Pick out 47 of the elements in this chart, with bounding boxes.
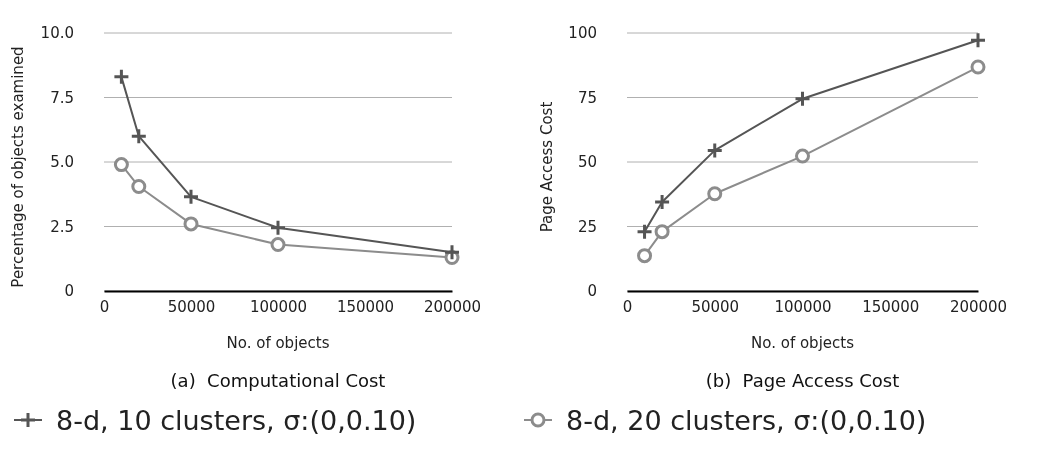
y-tick-label: 100 (568, 24, 597, 43)
point (270, 237, 286, 253)
x-tick-label: 100000 (249, 297, 308, 316)
y-axis-title: Percentage of objects examined (9, 46, 27, 288)
point (182, 188, 200, 206)
x-tick-label: 0 (622, 297, 633, 316)
x-axis-title: No. of objects (751, 334, 855, 352)
y-axis-title: Page Access Cost (538, 101, 556, 233)
point (443, 243, 461, 261)
point (269, 219, 287, 237)
point (183, 216, 199, 232)
point (654, 224, 670, 240)
y-tick-label: 7.5 (50, 88, 74, 107)
y-tick-label: 10.0 (40, 24, 74, 43)
point (113, 157, 129, 173)
point (970, 59, 986, 75)
legend-label: 8-d, 10 clusters, σ:(0,0.10) (56, 405, 417, 436)
point (112, 68, 130, 86)
y-tick-label: 50 (577, 153, 597, 172)
x-tick-label: 150000 (336, 297, 395, 316)
x-tick-label: 200000 (423, 297, 482, 316)
text: (a) Computational Cost (170, 370, 386, 391)
legend-label: 8-d, 20 clusters, σ:(0,0.10) (566, 405, 927, 436)
point (707, 186, 723, 202)
point (636, 223, 654, 241)
x-axis-title: No. of objects (226, 334, 330, 352)
x-tick-label: 0 (99, 297, 110, 316)
text: (b) Page Access Cost (705, 370, 900, 391)
point (969, 31, 987, 49)
point (794, 90, 811, 108)
point (637, 248, 653, 264)
point (795, 148, 810, 164)
y-tick-label: 0 (64, 282, 74, 301)
point (131, 179, 147, 195)
y-tick-label: 0 (587, 282, 597, 301)
y-tick-label: 2.5 (50, 217, 74, 236)
x-tick-label: 50000 (167, 297, 216, 316)
point (706, 141, 724, 159)
y-tick-label: 25 (577, 217, 597, 236)
x-tick-label: 50000 (691, 297, 740, 316)
x-tick-label: 100000 (774, 297, 832, 316)
point (130, 127, 148, 145)
y-tick-label: 75 (577, 88, 597, 107)
x-tick-label: 150000 (862, 297, 920, 316)
x-tick-label: 200000 (949, 297, 1008, 316)
y-tick-label: 5.0 (50, 153, 74, 172)
point (653, 193, 671, 211)
